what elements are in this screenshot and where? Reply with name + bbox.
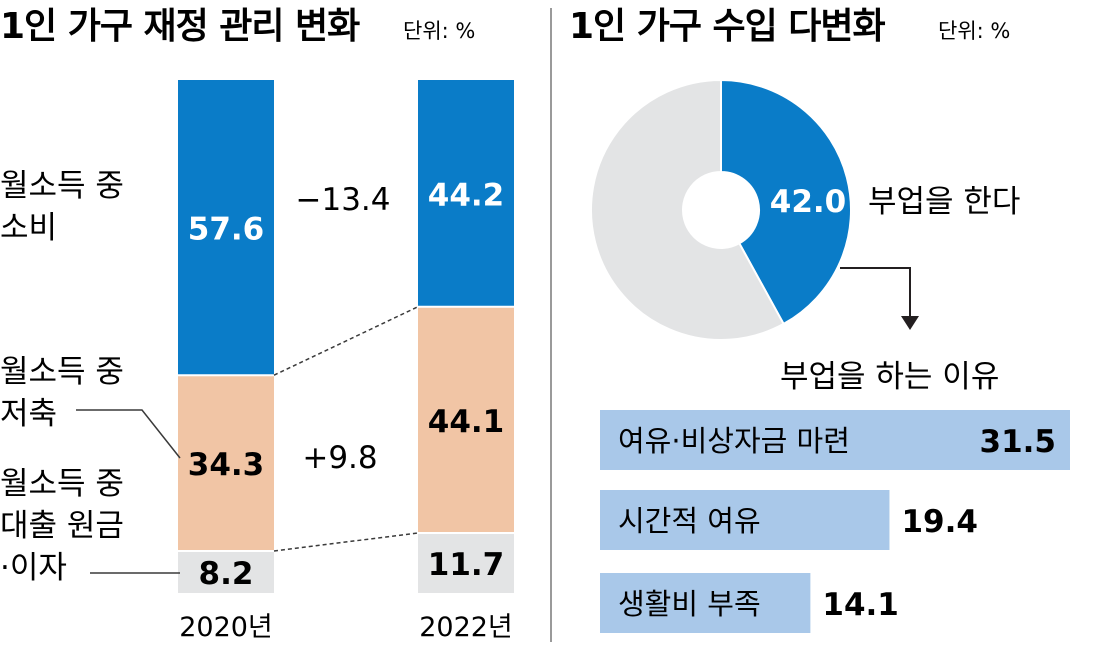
bar-value-label: 57.6 [188, 212, 265, 248]
bar-value-label: 8.2 [199, 556, 254, 592]
right-unit: 단위: % [938, 19, 1010, 43]
series-label-loan: 월소득 중 대출 원금 ·이자 [0, 466, 134, 586]
change-label-savings: +9.8 [302, 440, 377, 476]
bar-loan-1 [418, 532, 514, 593]
donut-chart [590, 78, 852, 341]
donut-slice-0 [720, 78, 852, 326]
connector-line [273, 306, 419, 376]
reason-value-2: 14.1 [822, 587, 899, 623]
bar-savings-1 [418, 306, 514, 533]
bar-value-label: 34.3 [188, 447, 265, 483]
reason-bars: 여유·비상자금 마련 31.5 시간적 여유 19.4 생활비 부족 14.1 [600, 410, 1070, 633]
bar-value-label: 11.7 [428, 547, 505, 583]
donut-slice-1 [590, 78, 785, 341]
reason-label-1: 시간적 여유 [618, 504, 761, 538]
year-label-2020: 2020년 [179, 612, 273, 643]
donut-value-label: 42.0 [770, 184, 847, 220]
series-label-consumption: 월소득 중 소비 [0, 168, 134, 246]
bar-consumption-1 [418, 80, 514, 307]
bar-savings-0 [178, 375, 274, 551]
bar-value-label: 44.1 [428, 404, 505, 440]
year-label-2022: 2022년 [419, 612, 513, 643]
connector-lines [273, 306, 419, 552]
reason-label-0: 여유·비상자금 마련 [618, 424, 850, 458]
change-label-consumption: −13.4 [296, 182, 391, 218]
donut-slice-label: 부업을 한다 [868, 184, 1020, 220]
bar-value-label: 44.2 [428, 177, 505, 213]
right-title: 1인 가구 수입 다변화 [569, 6, 885, 47]
left-title: 1인 가구 재정 관리 변화 [0, 6, 360, 47]
donut-arrow-line [840, 267, 911, 318]
reason-value-1: 19.4 [901, 504, 978, 540]
reason-bar-1 [600, 490, 890, 550]
down-arrow-icon [901, 316, 919, 330]
reason-bar-2 [600, 573, 811, 633]
series-label-savings: 월소득 중 저축 [0, 354, 134, 432]
savings-leader-line [76, 409, 181, 459]
reason-label-2: 생활비 부족 [618, 587, 761, 621]
reason-value-0: 31.5 [980, 424, 1057, 460]
reason-bar-0 [600, 410, 1070, 470]
bar-consumption-0 [178, 80, 274, 376]
stacked-bars: 57.6 34.3 8.2 44.2 44.1 11.7 [178, 80, 514, 593]
connector-line [273, 532, 419, 552]
bar-loan-0 [178, 550, 274, 593]
reasons-title: 부업을 하는 이유 [780, 359, 999, 395]
left-unit: 단위: % [403, 19, 475, 43]
